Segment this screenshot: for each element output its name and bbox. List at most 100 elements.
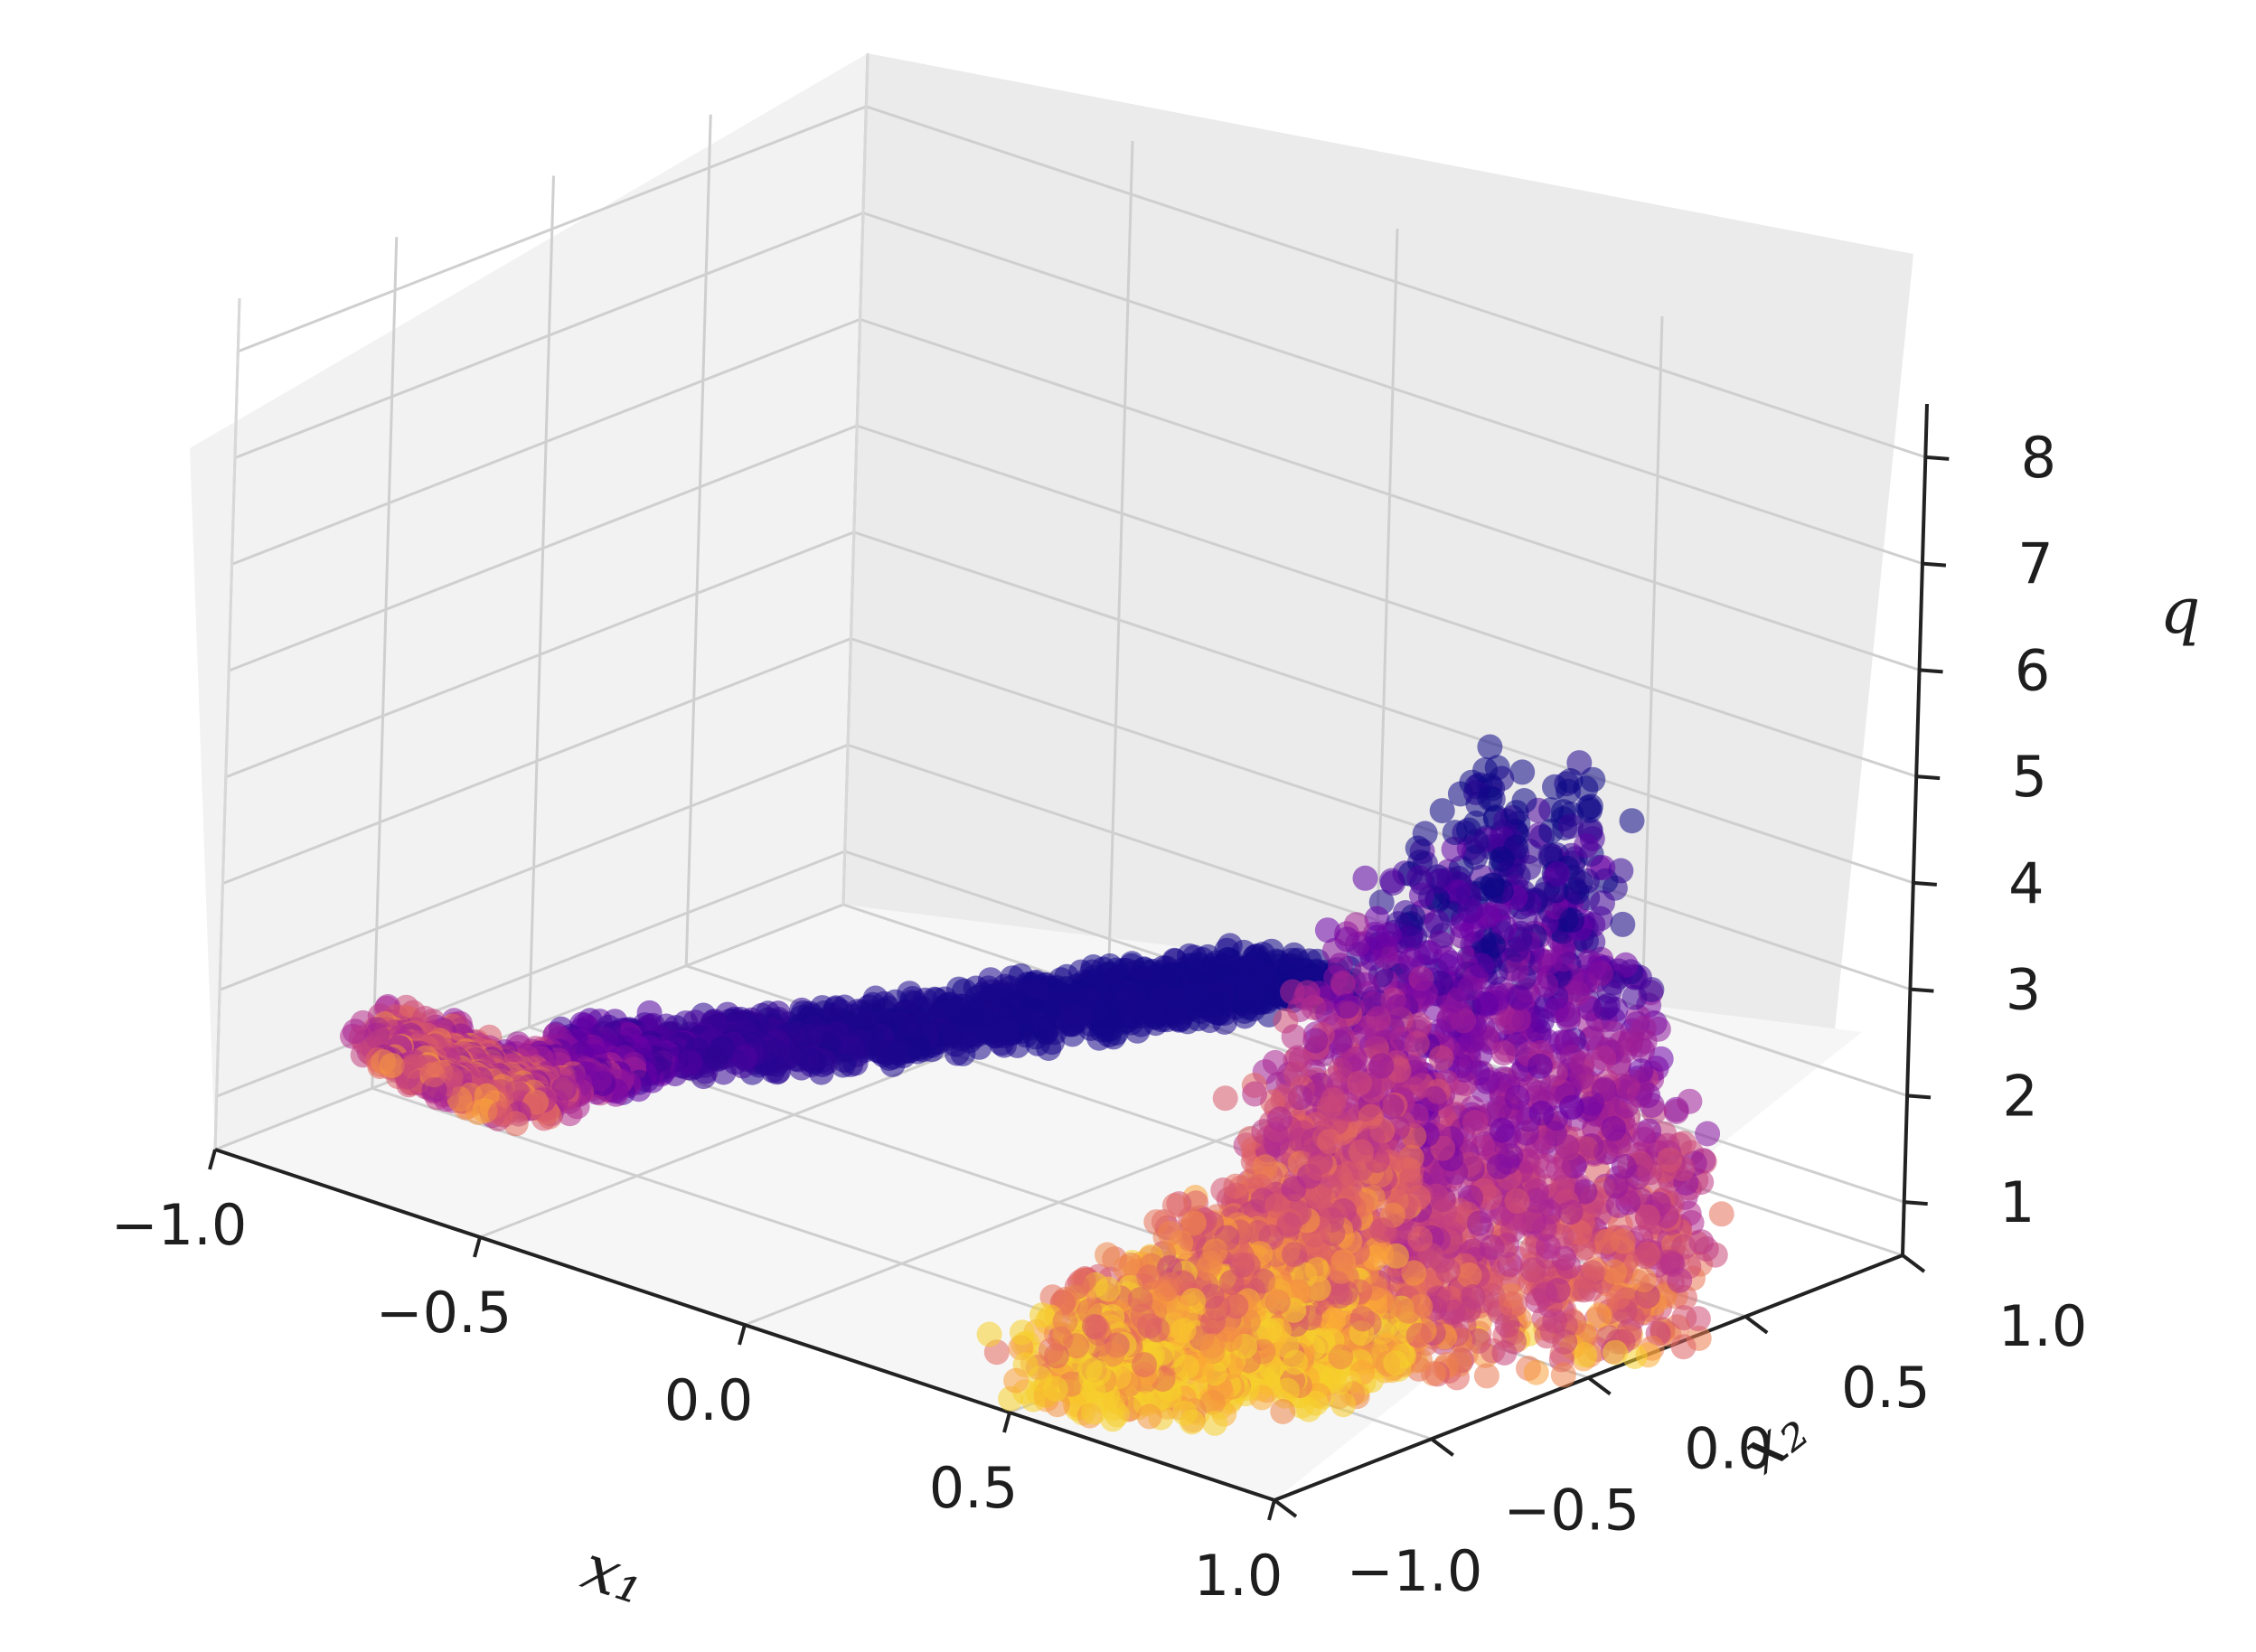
data-point-right	[1469, 953, 1495, 979]
data-point-right	[1477, 734, 1503, 760]
data-point-right	[1542, 1308, 1568, 1334]
data-point-right	[1603, 1173, 1629, 1199]
grid-line-z-left	[216, 849, 846, 1098]
data-point-right	[1550, 946, 1576, 972]
data-point-right	[1351, 1022, 1377, 1048]
data-point-right	[1549, 1178, 1575, 1204]
data-point-right	[1349, 1306, 1376, 1332]
data-point-right	[1708, 1201, 1734, 1227]
data-point-right	[1533, 971, 1559, 998]
data-point-right	[1559, 1094, 1584, 1121]
data-point-right	[1635, 1205, 1660, 1231]
q-axis-line	[1901, 403, 1929, 1256]
data-point-right	[1474, 1068, 1500, 1094]
data-point-right	[1334, 993, 1360, 1019]
x1-tick	[208, 1149, 217, 1170]
data-point-right	[1528, 1008, 1555, 1034]
data-point-right	[1504, 1187, 1530, 1214]
grid-line-z-left	[225, 530, 855, 779]
data-point-left	[1124, 1018, 1151, 1044]
data-point-right	[1603, 1339, 1629, 1366]
data-point-right	[1600, 1020, 1626, 1047]
data-point-left	[1197, 1008, 1223, 1034]
data-point-right	[1342, 1046, 1368, 1072]
data-point-right	[1330, 1392, 1357, 1418]
data-point-left	[465, 1100, 492, 1125]
data-point-right	[1460, 1284, 1486, 1309]
data-point-right	[1360, 991, 1386, 1017]
data-point-right	[1550, 1362, 1576, 1388]
data-point-right	[1605, 1284, 1631, 1310]
grid-line-z-left	[237, 105, 867, 353]
data-point-right	[1389, 1026, 1415, 1052]
data-point-right	[1328, 1258, 1354, 1284]
data-point-right	[1466, 1210, 1492, 1236]
data-point-right	[1591, 1045, 1617, 1071]
data-point-right	[1671, 1305, 1697, 1331]
data-point-right	[1559, 1045, 1585, 1071]
data-point-right	[1383, 1350, 1409, 1376]
data-point-right	[1670, 1334, 1697, 1360]
data-point-right	[1405, 1322, 1432, 1348]
data-point-right	[1523, 1359, 1549, 1385]
data-point-right	[1506, 1007, 1532, 1033]
data-point-left	[1086, 1025, 1113, 1051]
data-point-right	[1695, 1121, 1721, 1147]
x1-tick	[1267, 1499, 1276, 1521]
data-point-right	[1532, 1281, 1558, 1308]
grid-line-z-left	[228, 424, 858, 672]
data-point-right	[1472, 757, 1499, 783]
data-point-left	[1140, 997, 1165, 1023]
grid-line-x-wall	[1106, 140, 1134, 993]
data-point-right	[1428, 1045, 1454, 1071]
grid-line-z-back	[850, 637, 1911, 991]
data-point-right	[1407, 1225, 1434, 1252]
axis-lines	[208, 403, 1950, 1521]
data-point-right	[1369, 1217, 1396, 1244]
data-point-right	[1601, 1115, 1627, 1141]
data-point-right	[1580, 766, 1606, 793]
data-point-left	[371, 1049, 397, 1075]
data-point-right	[1532, 1153, 1558, 1179]
data-point-right	[1567, 869, 1593, 896]
data-point-right	[1527, 1053, 1553, 1079]
grid-line-z-left	[221, 637, 851, 886]
data-point-left	[1025, 1030, 1051, 1056]
data-point-left	[342, 1018, 368, 1045]
data-point-right	[1503, 936, 1529, 962]
data-point-right	[1349, 1139, 1374, 1165]
grid-line-z-left	[234, 211, 864, 460]
data-point-right	[1376, 922, 1402, 948]
data-point-right	[1462, 1110, 1488, 1135]
data-point-right	[1545, 860, 1571, 887]
data-point-left	[421, 1062, 447, 1088]
data-points	[340, 734, 1734, 1436]
x1-tick	[1002, 1412, 1011, 1433]
data-point-right	[1412, 821, 1438, 847]
data-point-right	[1406, 865, 1433, 891]
data-point-right	[1555, 1134, 1580, 1160]
grid-line-y-wall	[371, 237, 399, 1089]
data-point-right	[1424, 909, 1450, 935]
data-point-left	[864, 1037, 890, 1064]
grid-line-z-back	[853, 530, 1914, 885]
data-point-right	[1457, 898, 1483, 924]
x1-tick	[473, 1236, 482, 1258]
data-point-right	[1302, 1028, 1329, 1054]
data-point-right	[1489, 846, 1515, 872]
x2-tick	[1901, 1253, 1926, 1273]
q-tick	[1910, 987, 1934, 993]
data-point-right	[1413, 981, 1439, 1007]
data-point-right	[1429, 798, 1455, 824]
data-point-right	[1593, 1140, 1620, 1165]
data-point-right	[1559, 907, 1585, 934]
data-point-left	[487, 1101, 513, 1127]
q-tick	[1925, 455, 1950, 461]
data-point-right	[1379, 868, 1405, 894]
data-point-right	[1557, 768, 1584, 793]
grid-line-z-back	[856, 424, 1917, 778]
x2-tick	[1430, 1437, 1454, 1457]
back-right-pane	[843, 53, 1913, 1030]
data-point-right	[1663, 1099, 1689, 1124]
